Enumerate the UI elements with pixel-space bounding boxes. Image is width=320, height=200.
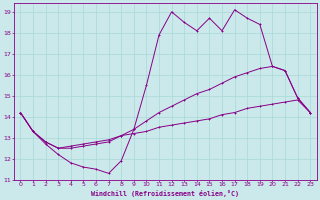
X-axis label: Windchill (Refroidissement éolien,°C): Windchill (Refroidissement éolien,°C)	[91, 190, 239, 197]
